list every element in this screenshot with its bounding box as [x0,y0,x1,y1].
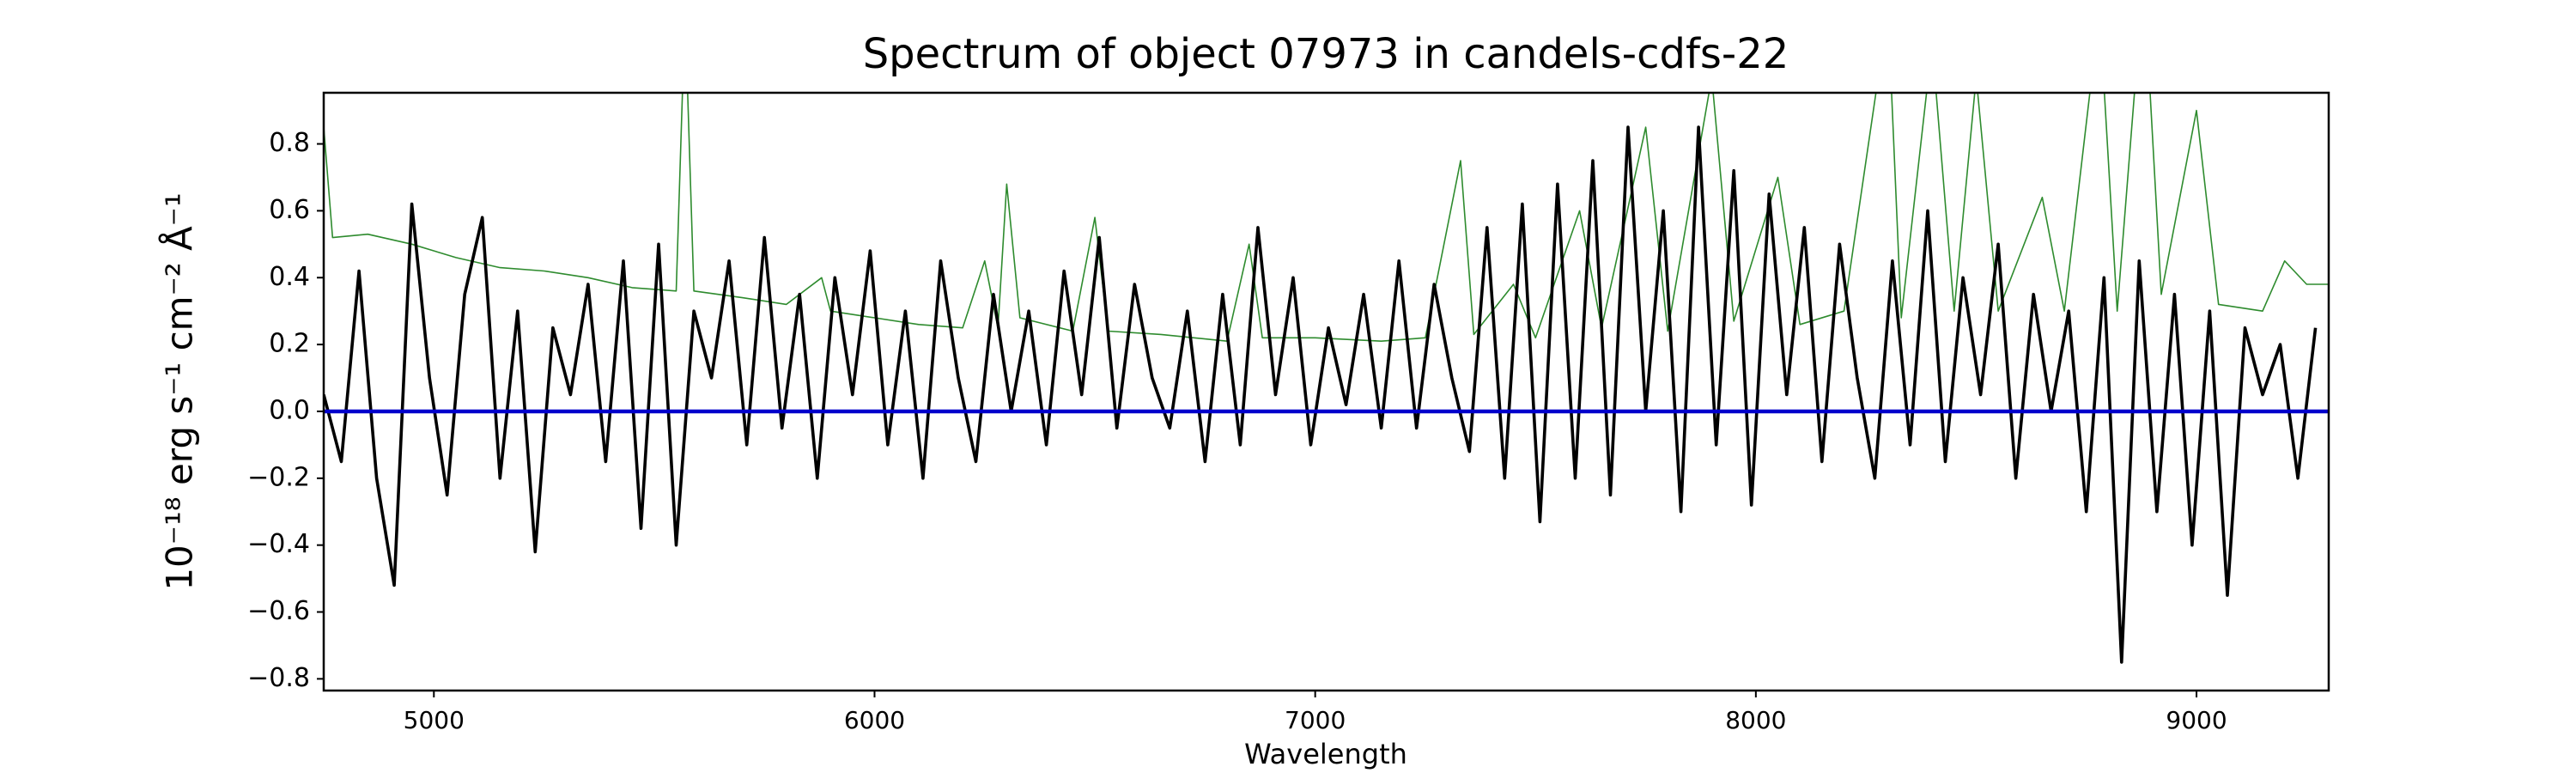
y-tick-label: 0.2 [269,329,310,359]
chart-title: Spectrum of object 07973 in candels-cdfs… [863,30,1789,78]
x-tick-label: 9000 [2166,706,2227,734]
y-tick-label: −0.8 [247,663,310,693]
y-tick-label: 0.4 [269,262,310,292]
y-tick-label: 0.6 [269,195,310,225]
spectrum-line [324,93,2329,342]
x-tick-label: 8000 [1725,706,1786,734]
y-axis-label: 10⁻¹⁸ erg s⁻¹ cm⁻² Å⁻¹ [158,192,201,590]
y-tick-label: −0.2 [247,462,310,492]
y-tick-label: −0.6 [247,596,310,626]
x-tick-label: 7000 [1285,706,1346,734]
y-tick-label: 0.8 [269,128,310,158]
y-tick-label: 0.0 [269,395,310,425]
x-tick-label: 6000 [844,706,905,734]
y-tick-label: −0.4 [247,529,310,559]
x-tick-label: 5000 [404,706,465,734]
x-axis-label: Wavelength [1244,738,1407,770]
plot-area [324,93,2329,664]
spectrum-line [324,125,2318,664]
axes-frame [322,91,2330,692]
